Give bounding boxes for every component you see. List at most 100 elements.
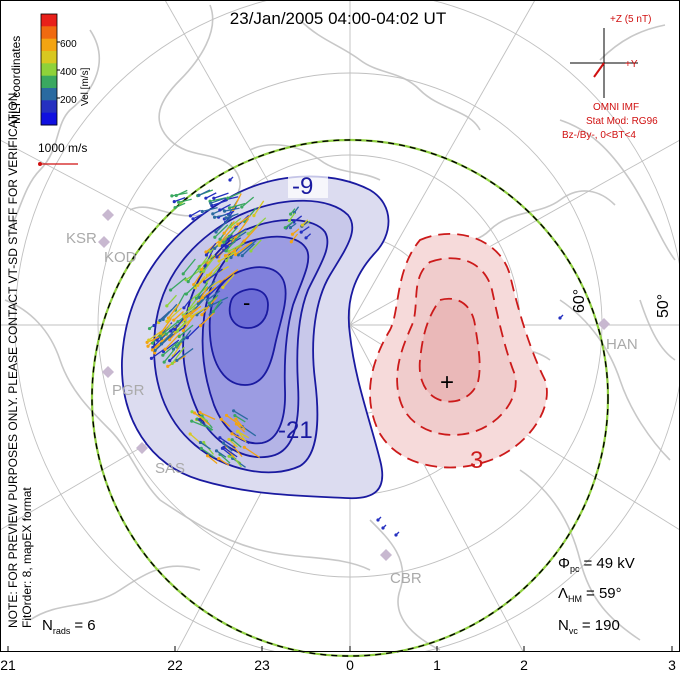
velocity-vector [195,282,208,299]
velocity-vector [224,207,240,212]
mlt-axis: 21 22 23 0 1 2 3 [0,646,676,673]
velocity-vector [213,192,229,199]
velocity-vector [176,335,186,347]
velocity-vector [197,286,209,303]
velocity-vector [244,207,257,223]
velocity-vector [151,348,165,359]
mlt-tick-label: 1 [433,657,441,673]
velocity-vector [228,438,238,448]
velocity-vector [210,197,226,204]
mlt-tick-label: 22 [167,657,183,673]
map-title: 23/Jan/2005 04:00-04:02 UT [230,9,446,28]
velocity-vector [174,318,193,333]
velocity-vector [172,342,183,357]
velocity-vector [178,324,194,338]
velocity-vectors [145,176,564,537]
velocity-vector [210,296,229,307]
contour-label-neg9: -9 [292,173,313,200]
velocity-vector [218,458,230,466]
mlt-tick-label: 2 [520,657,528,673]
velocity-vector [218,251,237,262]
velocity-vector [559,314,564,319]
velocity-vector [305,233,312,239]
velocity-vector [198,189,211,196]
velocity-vector [211,199,228,207]
lat-label-50: 50° [655,294,672,318]
station-marker [102,366,114,378]
velocity-vector [176,347,194,361]
velocity-vector [290,222,297,229]
velocity-vector [200,311,216,327]
imf-indicator: +Z (5 nT) +Y OMNI IMF Stat Mod: RG96 Bz-… [562,14,658,141]
velocity-vector [183,305,202,318]
station-label: KOD [104,249,137,266]
velocity-vector [176,320,188,332]
velocity-vector [163,349,175,363]
velocity-vector [229,176,234,181]
station-marker [598,318,610,330]
velocity-vector [219,437,236,449]
velocity-vector [214,214,227,218]
imf-condition-label: Bz-/By-, 0<BT<4 [562,130,636,141]
station-marker [102,209,114,221]
velocity-vector [243,446,260,459]
phi-pc-stat: Φpc = 49 kV [558,555,635,574]
velocity-vector [235,418,246,431]
velocity-vector [198,280,216,298]
station-marker [98,236,110,248]
velocity-vector [226,414,243,428]
velocity-vector [237,214,252,225]
velocity-vector [182,258,196,275]
colorbar-segment [41,112,57,126]
velocity-vector [162,341,179,356]
velocity-vector [206,262,221,276]
mlt-tick-label: 23 [254,657,270,673]
velocity-vector [178,198,192,203]
velocity-vector [170,276,187,291]
velocity-vector [204,268,223,283]
velocity-vector [194,275,206,289]
velocity-vector [233,446,243,458]
velocity-vector [250,239,262,252]
velocity-vector [219,453,231,464]
velocity-vector [187,264,201,283]
mlt-tick-label: 21 [0,657,16,673]
velocity-vector [228,228,247,240]
velocity-vector [377,516,382,521]
velocity-vector [220,269,239,283]
mlt-tick-label: 3 [668,657,676,673]
velocity-vector [293,215,303,223]
velocity-vector [199,412,216,420]
velocity-vector [220,418,231,427]
station-marker [136,442,148,454]
mlt-tick-label: 0 [346,657,354,673]
velocity-vector [300,226,310,233]
velocity-vector [219,203,231,211]
velocity-vector [174,197,186,203]
velocity-vector [175,189,188,197]
reference-vector: 1000 m/s [38,141,87,166]
velocity-vector [214,224,229,238]
imf-model-label: Stat Mod: RG96 [586,116,658,127]
nvc-stat: Nvc = 190 [558,617,620,636]
velocity-vector [288,212,296,222]
velocity-vector [205,192,217,199]
velocity-vector [225,213,239,219]
velocity-vector [184,308,198,321]
velocity-vector [190,306,207,317]
velocity-vector [231,433,245,441]
station-label: PGR [112,382,145,399]
velocity-vector [243,226,258,242]
velocity-vector [183,297,193,309]
contour-label-3: 3 [470,447,483,474]
velocity-vector [207,455,218,464]
velocity-vector [185,283,198,295]
colorbar-segment [41,26,57,40]
colorbar-segment [41,100,57,114]
velocity-vector [232,455,242,468]
radar-stations: KSR KOD PGR SAS HAN CBR [66,209,638,587]
velocity-vector [284,221,294,229]
vel-axis-label: Vel [m/s] [80,67,91,106]
station-label: KSR [66,230,97,247]
velocity-vector [171,346,185,364]
